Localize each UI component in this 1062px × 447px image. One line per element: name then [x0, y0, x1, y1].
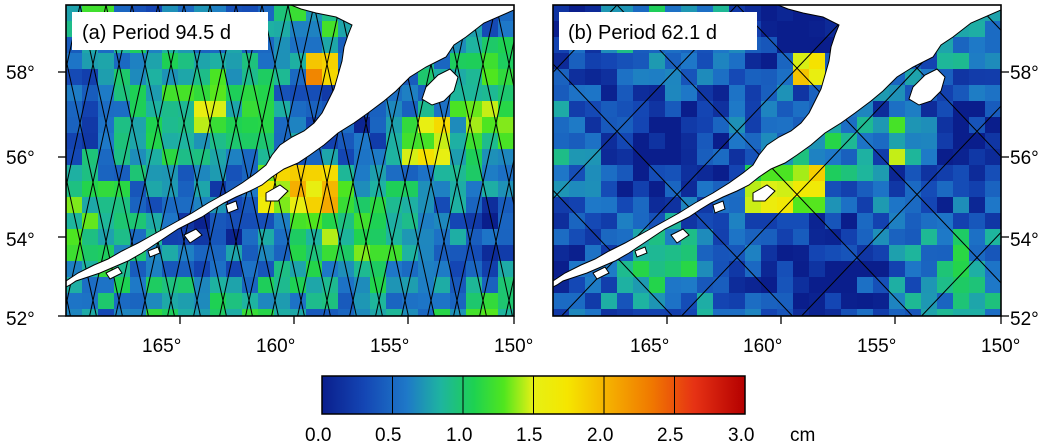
- panel-title-b: (b) Period 62.1 d: [568, 22, 717, 44]
- colorbar-unit: cm: [790, 425, 815, 446]
- colorbar-label-1: 0.5: [375, 425, 401, 446]
- lat-label-left-54: 54°: [6, 230, 35, 251]
- axis-ticks-b: [666, 71, 1009, 324]
- lat-label-left-58: 58°: [6, 63, 35, 84]
- lat-label-left-56: 56°: [6, 148, 35, 169]
- lon-label-b-150: 150°: [981, 336, 1020, 357]
- lon-label-a-165: 165°: [142, 336, 181, 357]
- colorbar: 0.0 0.5 1.0 1.5 2.0 2.5 3.0 cm: [305, 375, 815, 446]
- colorbar-label-4: 2.0: [587, 425, 613, 446]
- lon-label-b-155: 155°: [857, 336, 896, 357]
- panel-b: (b) Period 62.1 d: [552, 4, 1009, 324]
- panel-frame-a: [65, 4, 515, 317]
- lon-label-b-165: 165°: [630, 336, 669, 357]
- lon-label-a-155: 155°: [370, 336, 409, 357]
- panel-frame-b: [552, 4, 1002, 317]
- colorbar-label-2: 1.0: [446, 425, 472, 446]
- lon-label-a-150: 150°: [494, 336, 533, 357]
- lat-label-right-56: 56°: [1010, 148, 1039, 169]
- colorbar-label-0: 0.0: [305, 425, 331, 446]
- colorbar-label-6: 3.0: [728, 425, 754, 446]
- panel-title-box-a: [72, 12, 268, 50]
- coastline-land-b: [553, 5, 1001, 288]
- panel-title-box-b: [559, 12, 757, 50]
- colorbar-label-3: 1.5: [516, 425, 542, 446]
- panel-title-a: (a) Period 94.5 d: [82, 22, 231, 44]
- panel-a: (a) Period 94.5 d: [58, 4, 515, 324]
- colorbar-label-5: 2.5: [657, 425, 683, 446]
- lon-label-b-160: 160°: [743, 336, 782, 357]
- lon-label-a-160: 160°: [256, 336, 295, 357]
- lat-label-right-52: 52°: [1010, 309, 1039, 330]
- axis-ticks-a: [58, 71, 515, 324]
- colorbar-ticks: [392, 376, 675, 414]
- lat-label-left-52: 52°: [6, 309, 35, 330]
- coastline-land-a: [66, 5, 514, 288]
- lat-label-right-54: 54°: [1010, 230, 1039, 251]
- lat-label-right-58: 58°: [1010, 63, 1039, 84]
